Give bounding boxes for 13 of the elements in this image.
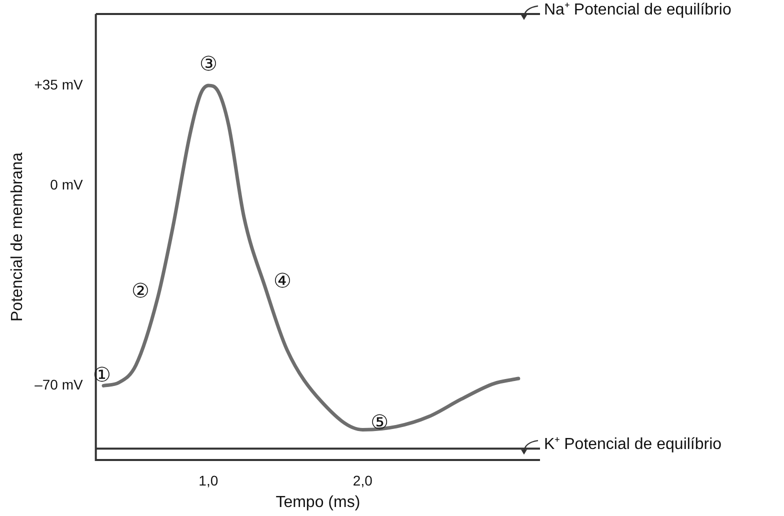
annotation: ④	[274, 268, 292, 292]
annotation: ⑤	[370, 410, 389, 434]
x-tick-label: 1,0	[198, 472, 218, 488]
annotation: ③	[199, 52, 218, 76]
y-tick-label: 0 mV	[50, 176, 84, 192]
x-tick-label: 2,0	[352, 472, 373, 488]
y-tick-label: –70 mV	[34, 376, 84, 393]
annotation: ②	[132, 278, 150, 303]
y-tick-label: +35 mV	[34, 76, 84, 92]
y-axis-title: Potencial de membrana	[9, 152, 26, 322]
ref-line-label: K⁺ Potencial de equilíbrio	[544, 436, 722, 453]
ref-line-label: Na⁺ Potencial de equilíbrio	[544, 1, 732, 18]
x-axis-title: Tempo (ms)	[276, 494, 360, 511]
